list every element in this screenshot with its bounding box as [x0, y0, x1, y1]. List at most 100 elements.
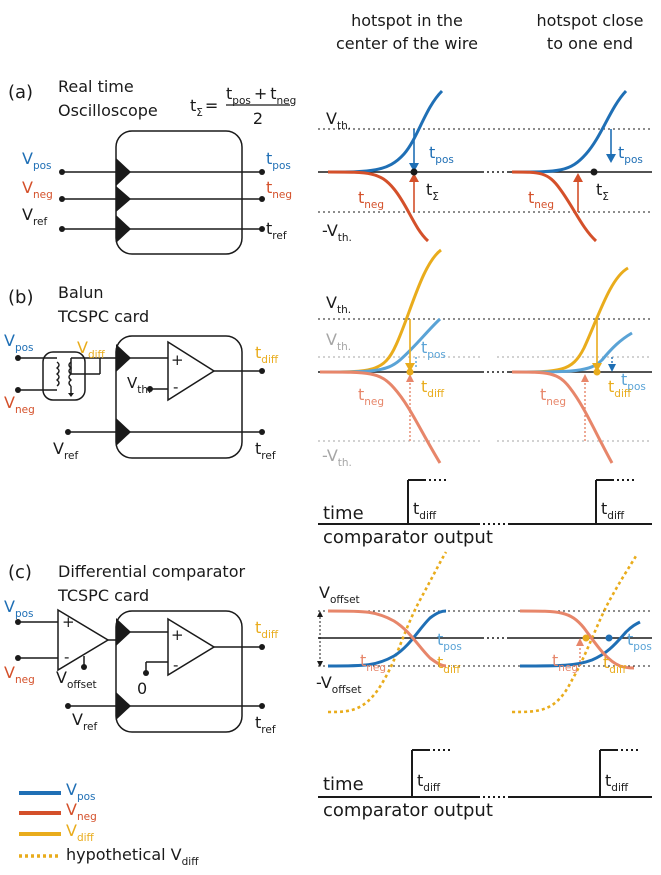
vpos-curve-end	[511, 89, 628, 174]
label-neg-voffset-plot: -Voffset	[316, 673, 362, 696]
panel-b-letter: (b)	[8, 287, 33, 308]
svg-text:-: -	[173, 378, 178, 396]
input-markers	[59, 158, 265, 243]
label-tsum-end: tΣ	[596, 180, 609, 203]
label-tpos-b-end: tpos	[621, 370, 646, 393]
input-vpos-c: Vpos	[4, 597, 34, 620]
svg-text:tpos+tneg: tpos + tneg	[226, 84, 296, 107]
comparator-output-b: time tdiff tdiff comparator output	[318, 479, 652, 548]
svg-text:-: -	[64, 648, 69, 666]
label-vth-input: Vth.	[127, 374, 151, 396]
svg-text:tdiff: tdiff	[413, 499, 437, 522]
comparator-output-c: time tdiff tdiff comparator output	[318, 749, 652, 821]
svg-text:+: +	[171, 351, 184, 369]
svg-text:time: time	[323, 774, 364, 795]
label-tneg-center: tneg	[358, 188, 384, 211]
panel-b-title-line2: TCSPC card	[57, 307, 149, 326]
output-tref: tref	[266, 219, 287, 242]
panel-a-title-line2: Oscilloscope	[58, 101, 158, 120]
column-header-center-line2: center of the wire	[336, 34, 478, 53]
plot-b: Vth. Vth. -Vth. tpos tneg tdiff	[318, 248, 652, 548]
label-neg-vth-b: -Vth.	[322, 446, 352, 469]
label-vdiff-b: Vdiff	[77, 338, 106, 361]
panel-c: (c) Differential comparator TCSPC card +…	[4, 551, 652, 821]
label-tneg-b-end: tneg	[540, 385, 566, 408]
label-vth-b: Vth.	[326, 293, 351, 316]
input-vpos-b: Vpos	[4, 331, 34, 354]
panel-a-letter: (a)	[8, 82, 33, 103]
label-tneg-end: tneg	[528, 188, 554, 211]
svg-text:-: -	[173, 656, 178, 674]
label-tdiff-b-end: tdiff	[608, 377, 632, 400]
panel-a: (a) Real time Oscilloscope tΣ = tpos + tneg…	[8, 77, 652, 255]
label-tdiff-c-center: tdiff	[437, 653, 461, 676]
oscilloscope-box	[115, 130, 243, 255]
legend-label-hypothetical-vdiff: hypothetical Vdiff	[66, 845, 199, 868]
output-tdiff-c: tdiff	[255, 618, 279, 641]
label-neg-vth: -Vth.	[322, 221, 352, 244]
label-tdiff-c-end: tdiff	[603, 653, 627, 676]
label-voffset-plot: Voffset	[319, 583, 360, 606]
input-vref-b: Vref	[53, 439, 78, 462]
balun-transformer	[42, 351, 86, 401]
svg-text:+: +	[171, 626, 184, 644]
output-tpos: tpos	[266, 149, 291, 172]
time-sum-formula: tΣ = tpos + tneg 2	[190, 84, 296, 128]
svg-text:tdiff: tdiff	[601, 499, 625, 522]
label-tneg-c-center: tneg	[360, 651, 386, 674]
tcspc-card-box	[115, 335, 243, 459]
legend: Vpos Vneg Vdiff hypothetical Vdiff	[19, 780, 199, 868]
legend-label-vpos: Vpos	[66, 780, 96, 803]
output-tneg: tneg	[266, 178, 292, 201]
svg-text:tΣ=: tΣ =	[190, 96, 218, 119]
panel-b: (b) Balun TCSPC card + -	[4, 248, 652, 548]
label-tpos-center: tpos	[429, 143, 454, 166]
column-header-center: hotspot in the center of the wire	[336, 11, 478, 53]
vneg-curve-end	[511, 170, 598, 243]
svg-text:2: 2	[253, 109, 263, 128]
input-vref-c: Vref	[72, 710, 97, 733]
label-vth-gray: Vth.	[326, 330, 351, 353]
plot-a: Vth. -Vth. tpos tneg tΣ tpos tneg tΣ	[318, 89, 652, 244]
input-vneg: Vneg	[22, 178, 53, 201]
column-header-end-line1: hotspot close	[536, 11, 643, 30]
label-tpos-c-end: tpos	[627, 630, 652, 653]
svg-text:tdiff: tdiff	[605, 771, 629, 794]
label-tpos-end: tpos	[618, 143, 643, 166]
panel-c-title-line2: TCSPC card	[57, 586, 149, 605]
input-vref: Vref	[22, 205, 47, 228]
legend-label-vdiff: Vdiff	[66, 821, 95, 844]
label-tsum-center: tΣ	[426, 180, 439, 203]
label-tpos-b-center: tpos	[421, 338, 446, 361]
panel-c-title-line1: Differential comparator	[58, 562, 245, 581]
input-voffset-c: Voffset	[56, 668, 97, 691]
input-vpos: Vpos	[22, 149, 52, 172]
panel-a-title-line1: Real time	[58, 77, 134, 96]
svg-text:comparator output: comparator output	[323, 800, 493, 821]
input-vneg-b: Vneg	[4, 393, 35, 416]
input-vneg-c: Vneg	[4, 663, 35, 686]
output-tref-c: tref	[255, 713, 276, 736]
column-header-end: hotspot close to one end	[536, 11, 643, 53]
column-header-end-line2: to one end	[547, 34, 633, 53]
plot-c: Voffset -Voffset tpos tneg tdiff tpos tn…	[316, 551, 652, 821]
output-tref-b: tref	[255, 439, 276, 462]
label-tneg-c-end: tneg	[552, 651, 578, 674]
vneg-curve-center	[327, 170, 430, 243]
svg-text:comparator output: comparator output	[323, 527, 493, 548]
label-zero-c: 0	[137, 679, 147, 698]
comparator-triangle	[167, 340, 216, 402]
label-tneg-b-center: tneg	[358, 385, 384, 408]
svg-text:tdiff: tdiff	[417, 771, 441, 794]
diff-comparator-triangle	[57, 608, 110, 672]
panel-c-letter: (c)	[8, 562, 32, 583]
tcspc-card-box-c	[115, 610, 243, 733]
label-tpos-c-center: tpos	[437, 630, 462, 653]
label-tdiff-b-center: tdiff	[421, 377, 445, 400]
column-header-center-line1: hotspot in the	[351, 11, 463, 30]
panel-b-title-line1: Balun	[58, 283, 104, 302]
label-vth: Vth.	[326, 109, 351, 132]
oscilloscope-channels	[62, 171, 262, 230]
comparator-triangle-c	[167, 617, 216, 677]
